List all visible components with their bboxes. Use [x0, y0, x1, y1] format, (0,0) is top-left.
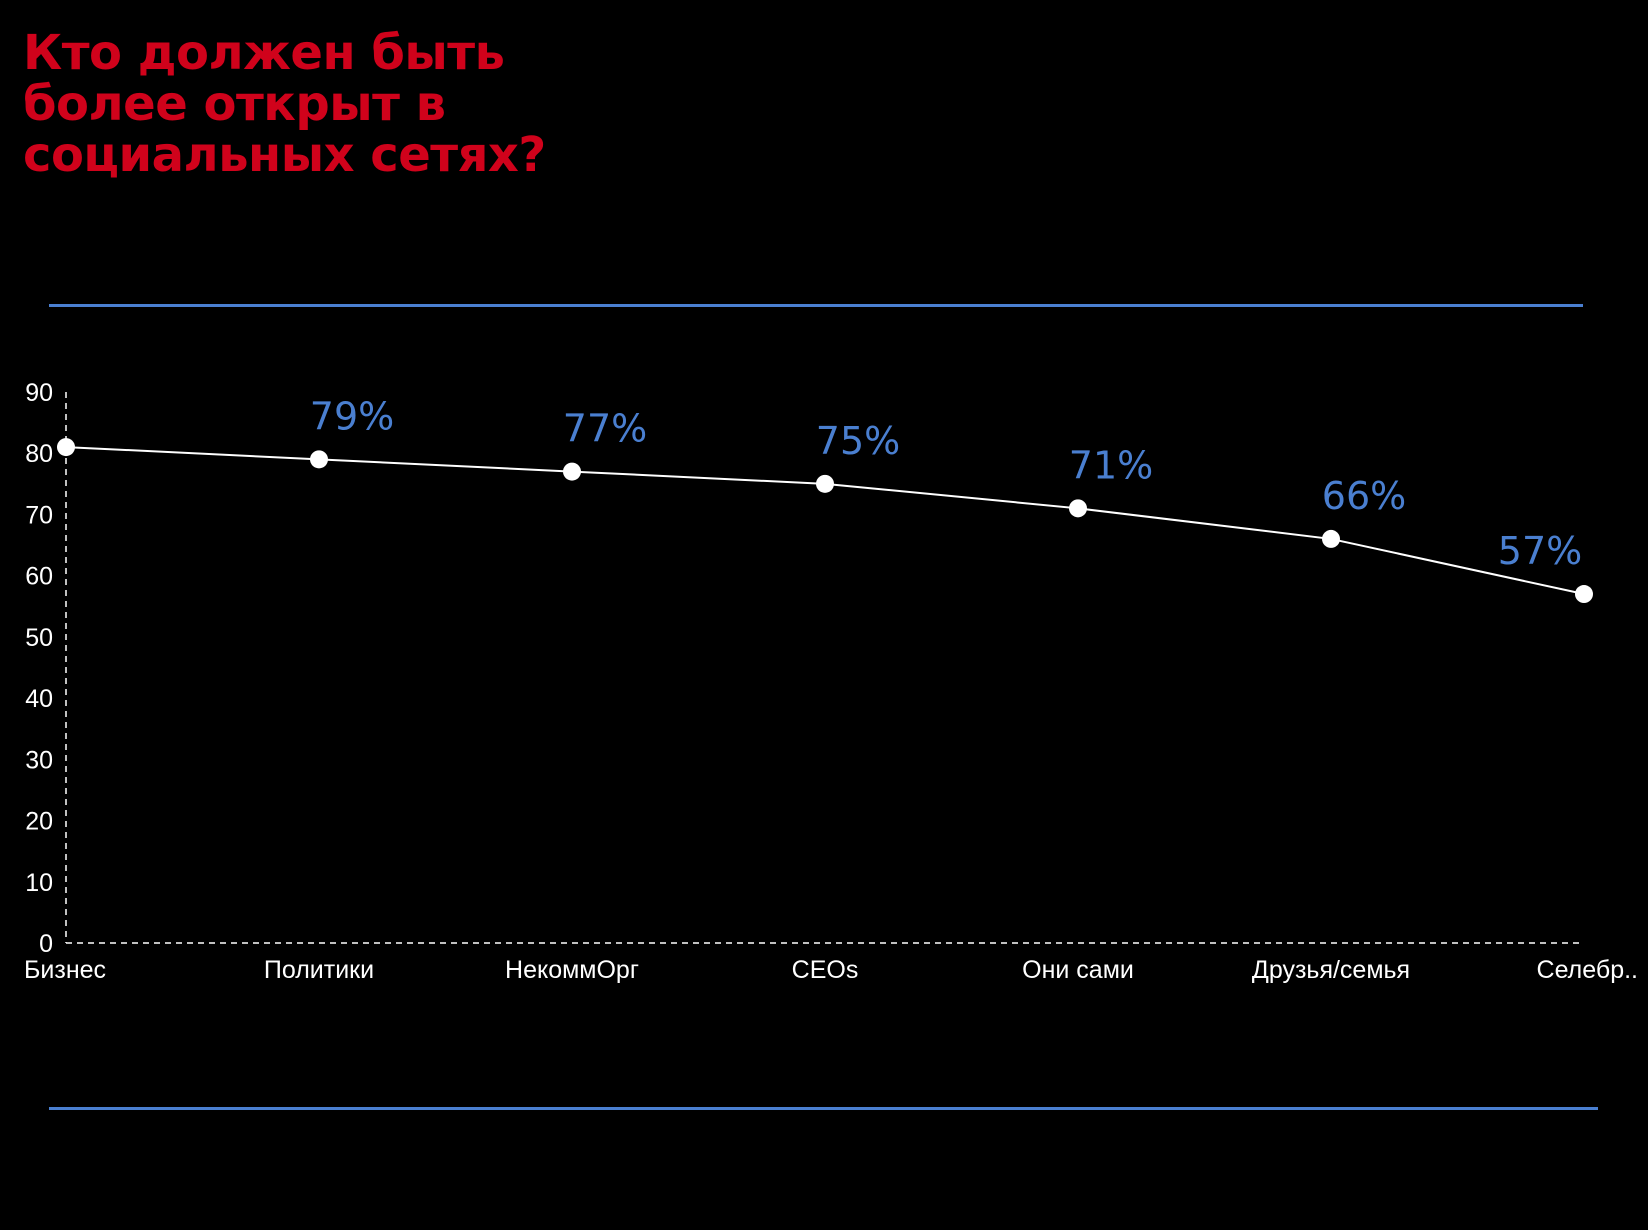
data-label: 57% [1498, 529, 1582, 573]
data-label: 77% [563, 407, 647, 451]
data-label: 75% [816, 419, 900, 463]
series-line-group [57, 438, 1593, 604]
x-tick-label: Они сами [1022, 956, 1134, 984]
y-tick-label: 0 [39, 930, 53, 958]
x-tick-label: Политики [264, 956, 374, 984]
bottom-divider [49, 1107, 1598, 1110]
x-tick-label: CEOs [792, 956, 859, 984]
data-point [310, 450, 328, 469]
y-tick-label: 60 [25, 563, 53, 591]
y-tick-label: 20 [25, 808, 53, 836]
data-label: 79% [310, 394, 394, 438]
data-point [1069, 499, 1087, 518]
y-tick-label: 10 [25, 869, 53, 897]
y-tick-label: 90 [25, 379, 53, 407]
data-point [1322, 529, 1340, 548]
data-label: 71% [1069, 443, 1153, 487]
data-label: 66% [1322, 474, 1406, 518]
data-labels: 79% 77% 75% 71% 66% 57% [310, 394, 1582, 573]
top-divider [49, 304, 1583, 307]
data-point [1575, 585, 1593, 604]
data-point [816, 474, 834, 493]
data-point [57, 438, 75, 457]
x-tick-label: НекоммОрг [505, 956, 639, 984]
y-tick-label: 50 [25, 624, 53, 652]
y-tick-label: 80 [25, 440, 53, 468]
y-tick-label: 70 [25, 501, 53, 529]
chart-axes [65, 392, 1584, 944]
chart-title: Кто должен быть более открыт в социальны… [23, 25, 546, 183]
y-tick-label: 30 [25, 746, 53, 774]
x-tick-label: Селебр.. [1537, 956, 1638, 984]
x-axis-ticks: Бизнес Политики НекоммОрг CEOs Они сами Друзь… [24, 956, 1638, 984]
x-tick-label: Бизнес [24, 956, 106, 984]
y-tick-label: 40 [25, 685, 53, 713]
data-point [563, 462, 581, 481]
y-axis-ticks: 0 10 20 30 40 50 60 70 80 90 [25, 379, 53, 958]
series-line [65, 446, 1585, 596]
x-tick-label: Друзья/семья [1252, 956, 1410, 984]
